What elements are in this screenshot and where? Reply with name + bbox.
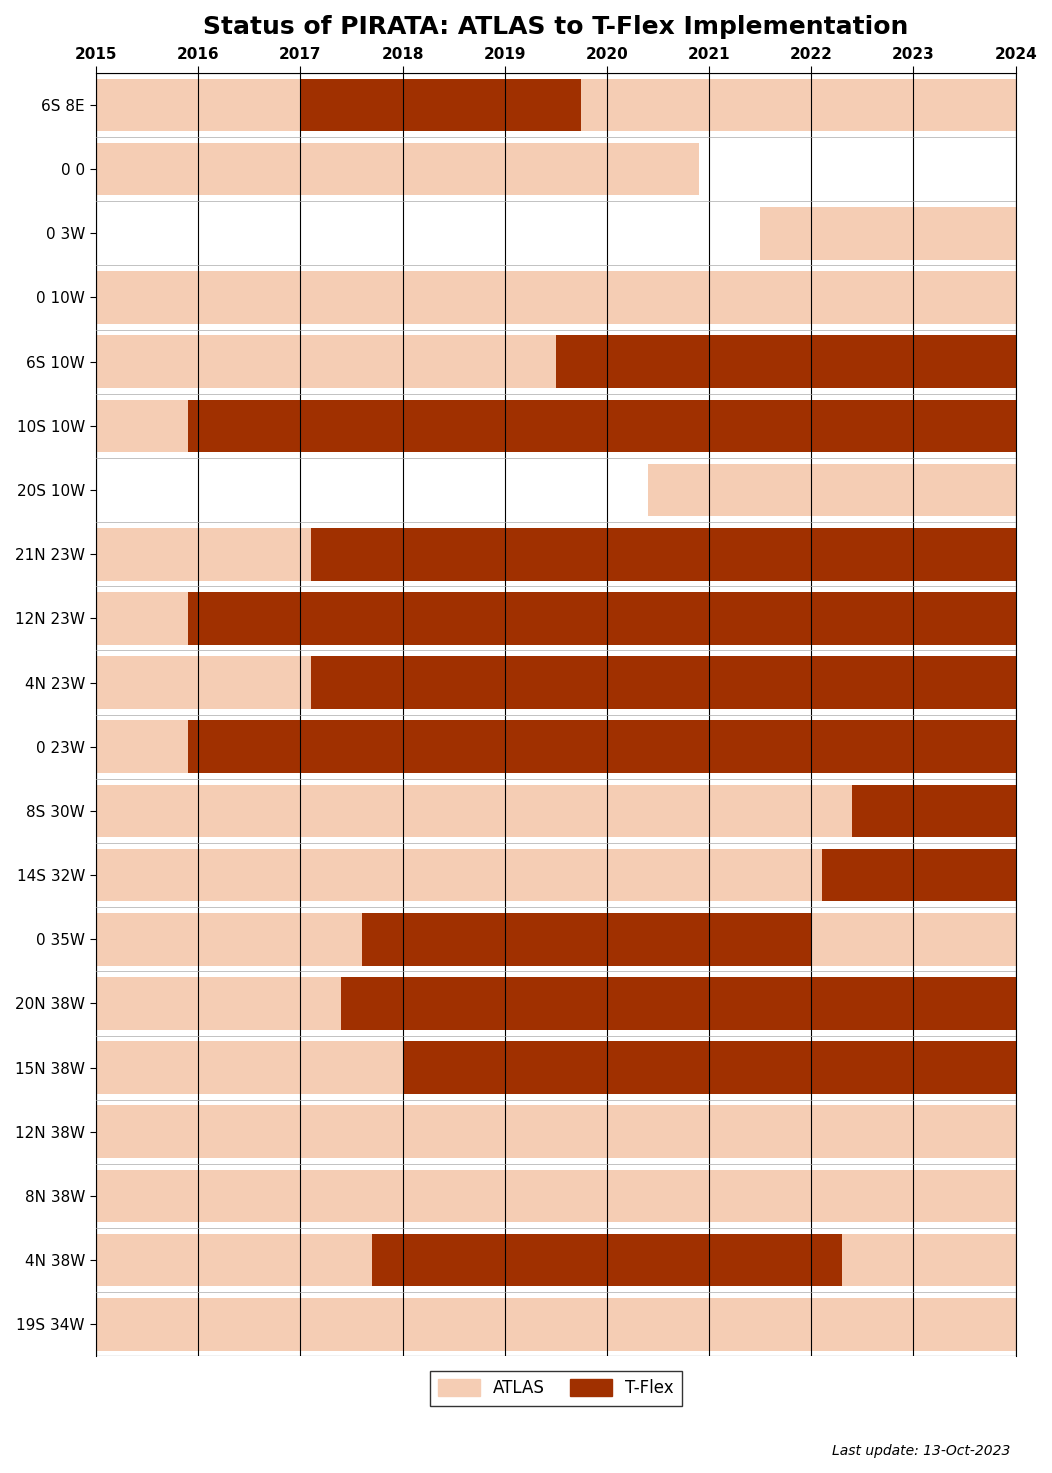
Text: Last update: 13-Oct-2023: Last update: 13-Oct-2023 [831, 1444, 1010, 1458]
Bar [403, 1041, 1015, 1094]
Bar [822, 848, 1015, 901]
Bar [555, 336, 1015, 387]
Bar [96, 336, 1015, 387]
Bar [96, 1234, 1015, 1286]
Bar [852, 785, 1015, 837]
Legend: ATLAS, T-Flex: ATLAS, T-Flex [430, 1371, 682, 1405]
Bar [96, 271, 1015, 324]
Bar [310, 527, 1015, 580]
Bar [96, 977, 1015, 1030]
Bar [96, 1170, 1015, 1223]
Bar [96, 848, 1015, 901]
Bar [188, 720, 1015, 773]
Bar [761, 208, 1015, 259]
Bar [341, 977, 1015, 1030]
Bar [188, 592, 1015, 645]
Bar [301, 78, 582, 131]
Bar [310, 657, 1015, 709]
Bar [372, 1234, 842, 1286]
Bar [648, 464, 1015, 517]
Bar [96, 527, 1015, 580]
Bar [96, 657, 1015, 709]
Bar [96, 399, 1015, 452]
Bar [96, 1041, 1015, 1094]
Bar [96, 1298, 1015, 1351]
Bar [188, 399, 1015, 452]
Bar [96, 1105, 1015, 1158]
Bar [96, 913, 1015, 966]
Bar [96, 78, 1015, 131]
Bar [96, 785, 1015, 837]
Bar [96, 592, 1015, 645]
Bar [96, 143, 699, 196]
Bar [362, 913, 811, 966]
Title: Status of PIRATA: ATLAS to T-Flex Implementation: Status of PIRATA: ATLAS to T-Flex Implem… [203, 15, 909, 38]
Bar [96, 720, 1015, 773]
